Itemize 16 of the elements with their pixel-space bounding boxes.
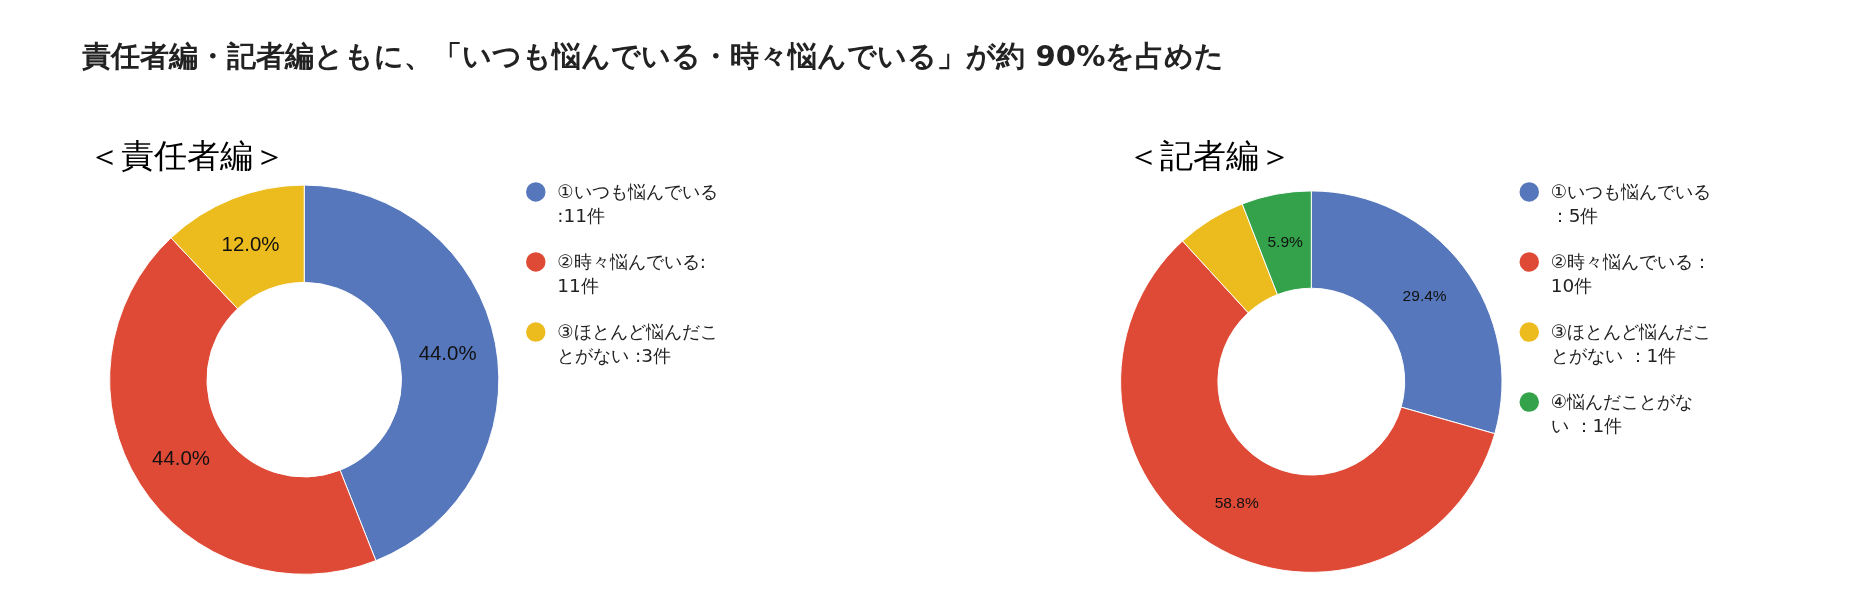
legend-label: ③ほとんど悩んだことがない ：1件 xyxy=(1550,320,1712,367)
chart-title: ＜記者編＞ xyxy=(1127,135,1293,175)
data-label: 5.9% xyxy=(1267,233,1304,251)
data-label: 58.8% xyxy=(1214,493,1259,511)
data-label: 44.0% xyxy=(418,341,477,364)
legend-label: ③ほとんど悩んだことがない :3件 xyxy=(557,320,718,367)
legend-label: ①いつも悩んでいる：5件 xyxy=(1550,180,1712,227)
data-label: 44.0% xyxy=(152,447,210,470)
data-label: 29.4% xyxy=(1402,287,1447,305)
data-label: 12.0% xyxy=(221,233,280,256)
legend-label: ④悩んだことがない ：1件 xyxy=(1550,390,1694,437)
chart-subtitle: ＜責任者編＞ xyxy=(88,135,287,175)
legend-label: ②時々悩んでいる:11件 xyxy=(557,250,706,297)
legend-label: ①いつも悩んでいる:11件 xyxy=(557,180,718,227)
legend-label: ②時々悩んでいる：10件 xyxy=(1550,250,1712,297)
chart-title: 責任者編・記者編ともに、「いつも悩んでいる・時々悩んでいる」が約 90%を占めた xyxy=(82,39,1225,74)
